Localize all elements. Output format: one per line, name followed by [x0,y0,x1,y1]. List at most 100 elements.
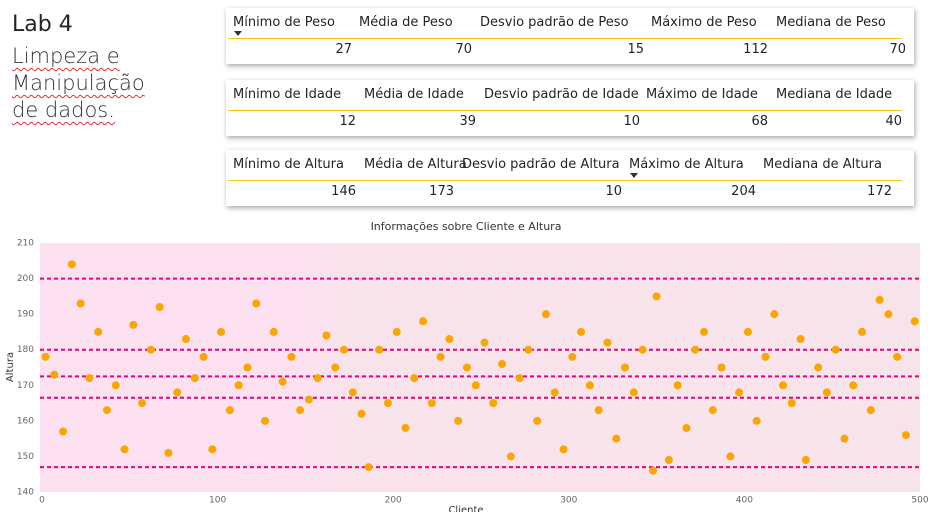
data-point [779,381,788,390]
table-card: Mínimo de Idade 12 Média de Idade 39 Desvio … [226,80,914,136]
cell-value: 27 [335,42,352,57]
data-point [638,345,647,354]
data-point [620,363,629,372]
page-title: Lab 4 [12,12,73,37]
cell-value: 10 [605,184,622,199]
data-point [664,455,673,464]
y-tick-label: 170 [17,381,34,391]
column-header[interactable]: Mínimo de Peso [233,15,335,30]
data-point [524,345,533,354]
data-point [652,292,661,301]
column-header[interactable]: Desvio padrão de Peso [480,15,629,30]
y-tick-label: 200 [17,274,34,284]
cell-value: 70 [455,42,472,57]
data-point [691,345,700,354]
data-point [427,399,436,408]
sort-indicator[interactable] [234,31,242,36]
data-point [181,335,190,344]
x-tick-label: 300 [560,496,577,506]
data-point [858,327,867,336]
data-point [269,327,278,336]
data-point [814,363,823,372]
data-point [111,381,120,390]
data-point [559,445,568,454]
data-point [761,352,770,361]
cell-value: 12 [339,114,356,129]
data-point [840,434,849,443]
column-header[interactable]: Desvio padrão de Idade [484,87,639,102]
data-point [506,452,515,461]
data-point [603,338,612,347]
data-point [515,374,524,383]
data-point [59,427,68,436]
column-header[interactable]: Mínimo de Idade [233,87,342,102]
data-point [331,363,340,372]
data-point [155,303,164,312]
column-header[interactable]: Média de Idade [364,87,464,102]
subtitle-line: de dados. [12,98,115,122]
data-point [243,363,252,372]
column-header[interactable]: Média de Altura [364,157,467,172]
column-header[interactable]: Desvio padrão de Altura [462,157,620,172]
data-point [673,381,682,390]
cell-value: 10 [623,114,640,129]
y-axis-label: Altura [5,352,16,382]
data-point [700,327,709,336]
data-point [146,345,155,354]
x-tick-label: 200 [385,496,402,506]
data-point [585,381,594,390]
data-point [173,388,182,397]
y-tick-label: 140 [17,488,34,498]
cell-value: 112 [743,42,768,57]
data-point [190,374,199,383]
data-point [498,359,507,368]
data-point [796,335,805,344]
cell-value: 204 [731,184,756,199]
data-point [138,399,147,408]
cell-value: 68 [751,114,768,129]
cell-value: 146 [331,184,356,199]
data-point [94,327,103,336]
data-point [340,345,349,354]
data-point [462,363,471,372]
column-header[interactable]: Mediana de Altura [763,157,882,172]
y-tick-label: 150 [17,452,34,462]
cell-value: 40 [885,114,902,129]
chart-title: Informações sobre Cliente e Altura [371,220,562,233]
data-point [445,335,454,344]
data-point [568,352,577,361]
chart: Informações sobre Cliente e Altura Clien… [5,220,928,512]
data-point [594,406,603,415]
data-point [375,345,384,354]
x-tick-label: 400 [736,496,753,506]
header-divider [228,38,902,39]
sort-indicator[interactable] [630,173,638,178]
data-point [392,327,401,336]
column-header[interactable]: Mediana de Idade [776,87,893,102]
data-point [708,406,717,415]
data-point [383,399,392,408]
data-point [910,317,919,326]
table-card: Mínimo de Peso 27 Média de Peso 70 Desvio pa… [226,8,914,64]
plot-area [40,243,920,492]
column-header[interactable]: Máximo de Idade [646,87,758,102]
data-point [234,381,243,390]
data-point [717,363,726,372]
column-header[interactable]: Máximo de Peso [651,15,757,30]
data-point [649,466,658,475]
column-header[interactable]: Mínimo de Altura [233,157,344,172]
data-point [682,423,691,432]
data-point [893,352,902,361]
column-header[interactable]: Máximo de Altura [629,157,744,172]
y-tick-label: 180 [17,345,34,355]
data-point [304,395,313,404]
y-tick-label: 210 [17,239,34,249]
cell-value: 70 [889,42,906,57]
data-point [252,299,261,308]
data-point [278,377,287,386]
column-header[interactable]: Média de Peso [359,15,453,30]
column-header[interactable]: Mediana de Peso [776,15,886,30]
data-point [348,388,357,397]
data-point [261,416,270,425]
